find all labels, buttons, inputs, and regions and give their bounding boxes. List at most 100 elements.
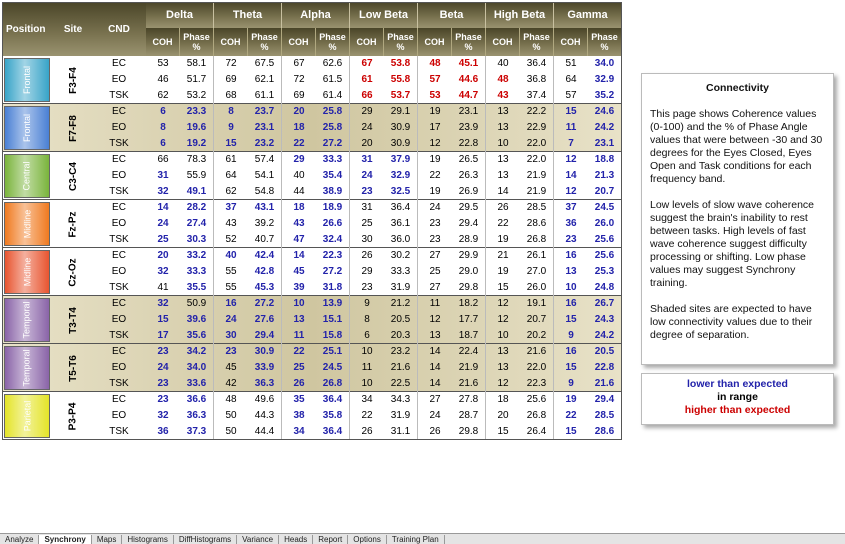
value-cell: 34.3 xyxy=(384,392,418,408)
value-cell: 62 xyxy=(225,186,237,197)
value-cell: 17 xyxy=(429,122,441,133)
value-cell: 33.3 xyxy=(180,264,214,280)
value-cell: 53.2 xyxy=(180,88,214,104)
value-cell: 31 xyxy=(361,202,373,213)
value-cell: 22.4 xyxy=(452,344,486,360)
value-cell: 32.9 xyxy=(384,168,418,184)
value-cell: 22.0 xyxy=(520,136,554,152)
condition: EO xyxy=(111,410,127,421)
sheet-tab[interactable]: Analyze xyxy=(0,534,40,544)
sub-header: COH xyxy=(486,28,520,56)
condition: TSK xyxy=(109,330,129,341)
value-cell: 18 xyxy=(293,202,305,213)
value-cell: 25.1 xyxy=(316,344,350,360)
condition: TSK xyxy=(109,378,129,389)
value-cell: 37 xyxy=(565,202,577,213)
sheet-tab[interactable]: Options xyxy=(348,534,387,544)
value-cell: 13 xyxy=(497,346,509,357)
sheet-tab[interactable]: Heads xyxy=(279,534,314,544)
value-cell: 22.3 xyxy=(520,376,554,392)
value-cell: 69 xyxy=(225,74,237,85)
value-cell: 36.8 xyxy=(520,72,554,88)
value-cell: 18.7 xyxy=(452,328,486,344)
value-cell: 9 xyxy=(364,298,370,309)
site-block: P3-P4 xyxy=(54,392,92,440)
value-cell: 19.1 xyxy=(520,296,554,312)
value-cell: 14 xyxy=(429,362,441,373)
value-cell: 62 xyxy=(157,90,169,101)
value-cell: 18 xyxy=(293,122,305,133)
value-cell: 54.8 xyxy=(248,184,282,200)
value-cell: 40.7 xyxy=(248,232,282,248)
value-cell: 20 xyxy=(361,138,373,149)
value-cell: 23 xyxy=(565,234,577,245)
site-background xyxy=(2,248,622,296)
value-cell: 57 xyxy=(565,90,577,101)
value-cell: 44.6 xyxy=(452,72,486,88)
site-background xyxy=(2,344,622,392)
value-cell: 12 xyxy=(565,186,577,197)
value-cell: 24.6 xyxy=(588,104,622,120)
sheet-tab[interactable]: Training Plan xyxy=(387,534,445,544)
condition: EO xyxy=(111,266,127,277)
panel-paragraph: Shaded sites are expected to have low co… xyxy=(650,303,813,341)
condition: EC xyxy=(112,346,126,357)
value-cell: 29.8 xyxy=(452,280,486,296)
value-cell: 72 xyxy=(225,58,237,69)
value-cell: 34 xyxy=(361,394,373,405)
value-cell: 13 xyxy=(497,106,509,117)
value-cell: 28.5 xyxy=(520,200,554,216)
value-cell: 61.4 xyxy=(316,88,350,104)
condition: TSK xyxy=(109,186,129,197)
value-cell: 67 xyxy=(293,58,305,69)
value-cell: 61 xyxy=(225,154,237,165)
value-cell: 24.2 xyxy=(588,120,622,136)
value-cell: 29.1 xyxy=(384,104,418,120)
value-cell: 16 xyxy=(565,346,577,357)
position-block: Midline xyxy=(4,250,50,294)
value-cell: 15 xyxy=(565,426,577,437)
panel-title: Connectivity xyxy=(705,82,769,94)
value-cell: 22.9 xyxy=(520,120,554,136)
value-cell: 28.2 xyxy=(180,200,214,216)
condition: EO xyxy=(111,122,127,133)
value-cell: 25 xyxy=(429,266,441,277)
value-cell: 14 xyxy=(293,250,305,261)
legend-entry: lower than expected xyxy=(687,378,788,390)
value-cell: 34 xyxy=(293,426,305,437)
value-cell: 53.7 xyxy=(384,88,418,104)
value-cell: 36.4 xyxy=(520,56,554,72)
value-cell: 43 xyxy=(225,218,237,229)
value-cell: 16 xyxy=(565,250,577,261)
value-cell: 35.4 xyxy=(316,168,350,184)
band-header: Gamma xyxy=(554,2,622,28)
sheet-tab[interactable]: Histograms xyxy=(122,534,174,544)
value-cell: 29.4 xyxy=(452,216,486,232)
value-cell: 27.8 xyxy=(452,392,486,408)
value-cell: 67.5 xyxy=(248,56,282,72)
sheet-tab[interactable]: Maps xyxy=(92,534,123,544)
sheet-tab[interactable]: Synchrony xyxy=(39,534,92,544)
value-cell: 24.5 xyxy=(588,200,622,216)
position-label: Frontal xyxy=(21,65,32,95)
value-cell: 30.9 xyxy=(384,120,418,136)
condition: EC xyxy=(112,58,126,69)
condition: EC xyxy=(112,394,126,405)
value-cell: 36.3 xyxy=(248,376,282,392)
value-cell: 36 xyxy=(157,426,169,437)
value-cell: 31.8 xyxy=(316,280,350,296)
sheet-tab[interactable]: DiffHistograms xyxy=(174,534,238,544)
condition: TSK xyxy=(109,234,129,245)
value-cell: 12 xyxy=(429,314,441,325)
value-cell: 50.9 xyxy=(180,296,214,312)
value-cell: 67 xyxy=(361,58,373,69)
sheet-tab[interactable]: Report xyxy=(313,534,349,544)
position-block: Frontal xyxy=(4,106,50,150)
value-cell: 23.9 xyxy=(452,120,486,136)
sheet-tab[interactable]: Variance xyxy=(237,534,280,544)
column-header: Position xyxy=(2,2,54,56)
value-cell: 55 xyxy=(225,266,237,277)
value-cell: 13 xyxy=(497,362,509,373)
position-block: Midline xyxy=(4,202,50,246)
value-cell: 36.4 xyxy=(384,200,418,216)
